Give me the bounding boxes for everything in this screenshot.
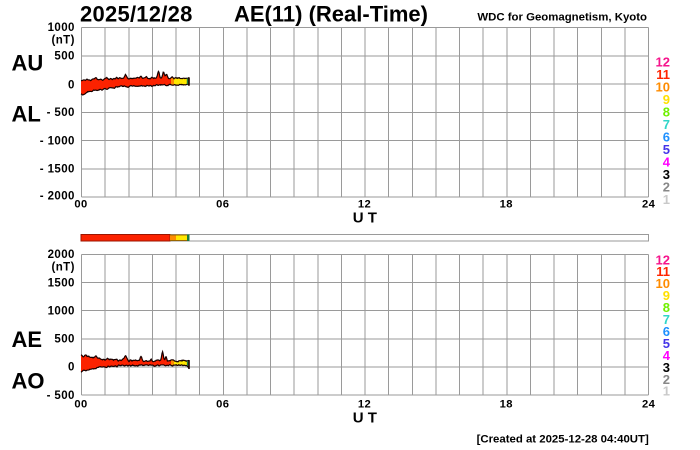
svg-text:- 1000: - 1000 bbox=[40, 135, 75, 147]
svg-text:4: 4 bbox=[663, 348, 671, 363]
svg-text:06: 06 bbox=[216, 398, 229, 410]
svg-text:- 2000: - 2000 bbox=[40, 190, 75, 202]
svg-text:5: 5 bbox=[663, 336, 670, 351]
svg-text:1000: 1000 bbox=[48, 305, 75, 317]
svg-text:10: 10 bbox=[656, 276, 670, 291]
svg-text:6: 6 bbox=[663, 129, 670, 144]
svg-text:2025/12/28: 2025/12/28 bbox=[80, 2, 193, 27]
svg-text:12: 12 bbox=[656, 54, 670, 69]
svg-text:06: 06 bbox=[216, 199, 229, 211]
svg-text:U T: U T bbox=[353, 409, 377, 426]
svg-text:1: 1 bbox=[663, 192, 670, 207]
svg-text:500: 500 bbox=[54, 51, 74, 63]
svg-text:AU: AU bbox=[12, 50, 44, 75]
svg-text:8: 8 bbox=[663, 104, 670, 119]
svg-text:AO: AO bbox=[12, 369, 45, 394]
svg-text:9: 9 bbox=[663, 288, 670, 303]
svg-text:18: 18 bbox=[500, 398, 513, 410]
svg-text:1: 1 bbox=[663, 384, 670, 399]
svg-text:6: 6 bbox=[663, 324, 670, 339]
svg-text:3: 3 bbox=[663, 167, 670, 182]
svg-text:AE: AE bbox=[12, 327, 43, 352]
svg-text:WDC for Geomagnetism, Kyoto: WDC for Geomagnetism, Kyoto bbox=[477, 12, 647, 24]
svg-text:- 500: - 500 bbox=[47, 390, 75, 402]
svg-text:AE(11) (Real-Time): AE(11) (Real-Time) bbox=[234, 1, 428, 26]
svg-text:10: 10 bbox=[656, 79, 670, 94]
svg-text:1500: 1500 bbox=[48, 277, 75, 289]
svg-text:- 500: - 500 bbox=[47, 107, 75, 119]
svg-text:2: 2 bbox=[663, 372, 670, 387]
svg-text:24: 24 bbox=[642, 199, 656, 211]
svg-text:[Created at 2025-12-28 04:40UT: [Created at 2025-12-28 04:40UT] bbox=[477, 433, 649, 445]
svg-text:1000: 1000 bbox=[48, 22, 75, 34]
svg-text:11: 11 bbox=[656, 264, 670, 279]
svg-text:0: 0 bbox=[68, 362, 75, 374]
svg-text:5: 5 bbox=[663, 142, 670, 157]
svg-text:7: 7 bbox=[663, 117, 670, 132]
svg-text:24: 24 bbox=[642, 398, 656, 410]
svg-text:12: 12 bbox=[358, 199, 371, 211]
svg-text:12: 12 bbox=[358, 398, 371, 410]
svg-text:18: 18 bbox=[500, 199, 513, 211]
svg-text:3: 3 bbox=[663, 360, 670, 375]
svg-text:7: 7 bbox=[663, 312, 670, 327]
svg-text:(nT): (nT) bbox=[51, 262, 74, 274]
svg-text:- 1500: - 1500 bbox=[40, 164, 75, 176]
svg-text:2: 2 bbox=[663, 179, 670, 194]
svg-text:00: 00 bbox=[74, 398, 87, 410]
svg-text:8: 8 bbox=[663, 300, 670, 315]
svg-text:9: 9 bbox=[663, 92, 670, 107]
svg-text:500: 500 bbox=[54, 334, 74, 346]
svg-text:11: 11 bbox=[656, 67, 670, 82]
svg-text:00: 00 bbox=[74, 199, 87, 211]
svg-text:U T: U T bbox=[353, 209, 377, 226]
svg-text:0: 0 bbox=[68, 79, 75, 91]
svg-text:4: 4 bbox=[663, 154, 671, 169]
svg-text:2000: 2000 bbox=[48, 249, 75, 261]
svg-text:AL: AL bbox=[12, 101, 41, 126]
svg-text:12: 12 bbox=[656, 252, 670, 267]
svg-text:(nT): (nT) bbox=[51, 35, 74, 47]
